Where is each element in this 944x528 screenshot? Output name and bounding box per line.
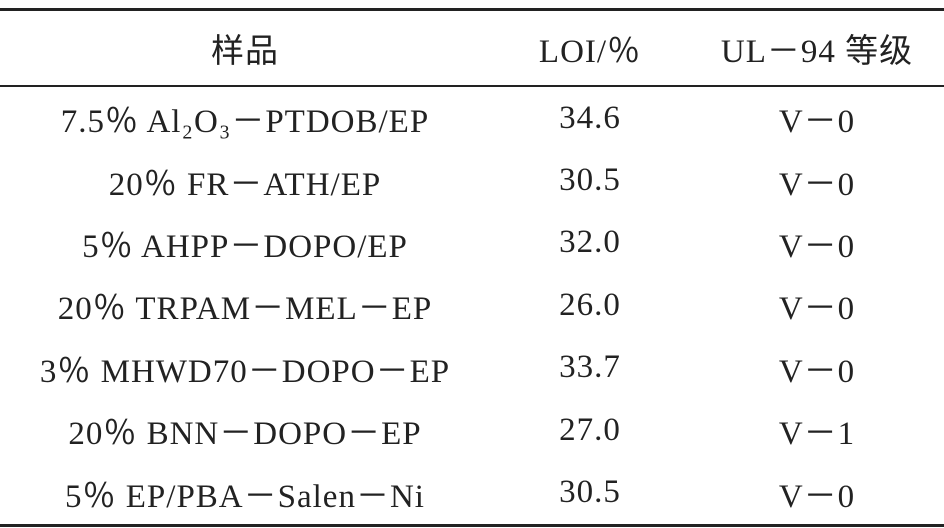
table-cell: 27.0: [559, 411, 621, 448]
table-cell: 20％ TRPAM－MEL－EP: [57, 291, 433, 328]
table-row: 3％ MHWD70－DOPO－EP 33.7 V－0: [0, 337, 944, 399]
table-cell: 34.6: [559, 99, 621, 136]
data-table: 样品 LOI/％ UL－94 等级 7.5％ Al₂O₃－PTDOB/EP 34.6 V…: [0, 8, 944, 527]
table-cell: 5％ AHPP－DOPO/EP: [82, 228, 408, 265]
table-cell: V－0: [778, 291, 856, 328]
table-row: 20％ FR－ATH/EP 30.5 V－0: [0, 149, 944, 211]
table-cell: 7.5％ Al₂O₃－PTDOB/EP: [60, 104, 430, 141]
table-cell: 33.7: [559, 349, 621, 386]
table-cell: 32.0: [559, 224, 621, 261]
table-cell: V－1: [778, 416, 856, 453]
header-cell: LOI/％: [538, 34, 642, 70]
table-cell: 20％ FR－ATH/EP: [108, 166, 382, 203]
table-cell: 26.0: [559, 286, 621, 323]
header-cell: UL－94 等级: [720, 34, 914, 70]
table-cell: 30.5: [559, 474, 621, 511]
table-cell: 3％ MHWD70－DOPO－EP: [39, 353, 451, 390]
table-cell: V－0: [778, 166, 856, 203]
header-row: 样品 LOI/％ UL－94 等级: [0, 9, 944, 86]
table-row: 20％ TRPAM－MEL－EP 26.0 V－0: [0, 274, 944, 336]
table-row: 5％ EP/PBA－Salen－Ni 30.5 V－0: [0, 461, 944, 526]
table-cell: 30.5: [559, 162, 621, 199]
table-cell: V－0: [778, 478, 856, 515]
table-row: 7.5％ Al₂O₃－PTDOB/EP 34.6 V－0: [0, 86, 944, 149]
table-cell: V－0: [778, 353, 856, 390]
table-cell: V－0: [778, 104, 856, 141]
table-row: 20％ BNN－DOPO－EP 27.0 V－1: [0, 399, 944, 461]
table-cell: 5％ EP/PBA－Salen－Ni: [65, 478, 425, 515]
table-cell: V－0: [778, 228, 856, 265]
header-cell: 样品: [211, 34, 279, 70]
table-row: 5％ AHPP－DOPO/EP 32.0 V－0: [0, 212, 944, 274]
table-cell: 20％ BNN－DOPO－EP: [68, 416, 422, 453]
